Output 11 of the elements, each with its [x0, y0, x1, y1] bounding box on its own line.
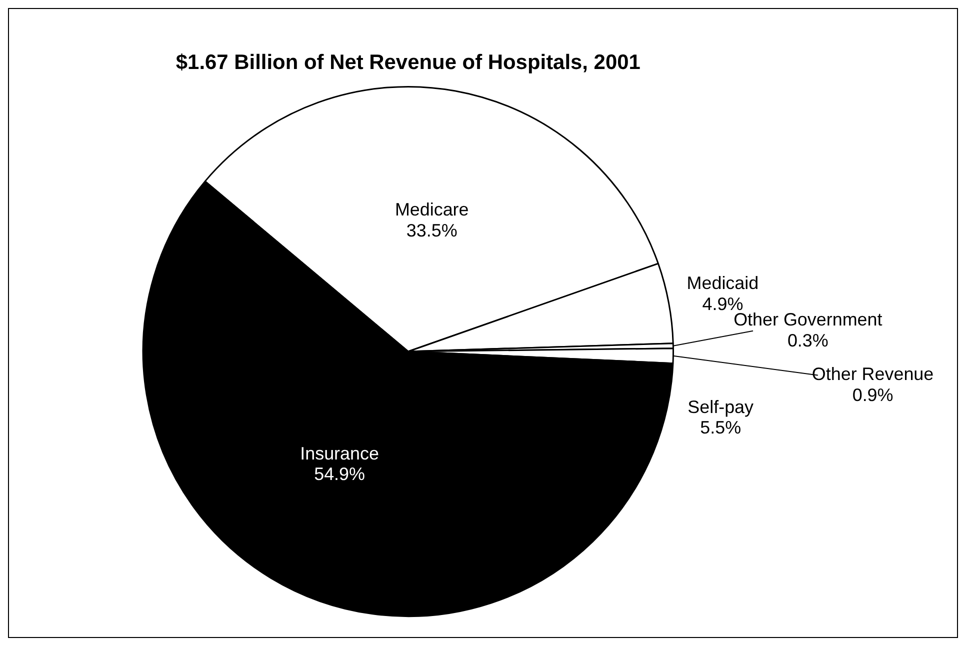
- slice-label: Medicare: [394, 200, 469, 220]
- data-label: 33.5%: [406, 220, 458, 241]
- slice-label: Medicaid: [686, 273, 759, 294]
- slice-label: Insurance: [300, 443, 379, 464]
- slice-label: Self-pay: [688, 396, 754, 417]
- data-label: 0.9%: [852, 385, 894, 406]
- slice-label: Other Revenue: [812, 364, 934, 384]
- chart-title: $1.67 Billion of Net Revenue of Hospitals, 2001: [176, 51, 641, 74]
- data-label: 54.9%: [314, 464, 366, 484]
- data-label: 0.3%: [787, 330, 828, 350]
- data-label: 5.5%: [700, 418, 742, 438]
